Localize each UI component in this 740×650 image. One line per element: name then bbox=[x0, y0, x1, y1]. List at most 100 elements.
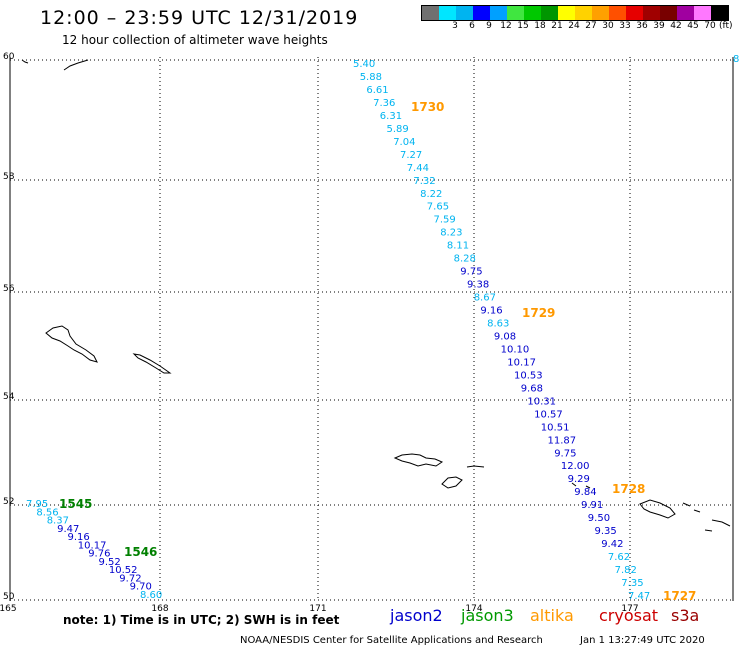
lat-tick-label: 50 bbox=[3, 592, 15, 602]
pass-time-label: 1730 bbox=[411, 100, 444, 114]
wave-height-value: 10.10 bbox=[501, 345, 530, 356]
lon-tick-label: 171 bbox=[309, 604, 326, 614]
legend-swatch bbox=[439, 6, 456, 20]
wave-height-value: 9.38 bbox=[467, 280, 489, 291]
legend-label: 9 bbox=[486, 21, 492, 31]
lat-tick-label: 56 bbox=[3, 284, 15, 294]
legend-label: 39 bbox=[653, 21, 665, 31]
pass-time-label: 1545 bbox=[59, 497, 92, 511]
wave-height-value: 9.29 bbox=[568, 474, 590, 485]
wave-height-value: 7.32 bbox=[413, 176, 435, 187]
legend-swatch bbox=[541, 6, 558, 20]
legend-label: 18 bbox=[534, 21, 546, 31]
coastline bbox=[711, 519, 731, 527]
lat-tick-label: 58 bbox=[3, 172, 15, 182]
coastline bbox=[693, 509, 701, 513]
wave-height-value: 11.87 bbox=[548, 435, 577, 446]
pass-time-label: 1729 bbox=[522, 306, 555, 320]
legend-swatch bbox=[524, 6, 541, 20]
wave-height-value: 8.28 bbox=[454, 254, 476, 265]
coastline bbox=[585, 485, 591, 489]
wave-height-value: 8.67 bbox=[474, 293, 496, 304]
pass-time-label: 1728 bbox=[612, 482, 645, 496]
wave-height-value: 7.82 bbox=[615, 565, 637, 576]
legend-swatch bbox=[456, 6, 473, 20]
coastline bbox=[132, 353, 172, 374]
legend-swatch bbox=[694, 6, 711, 20]
coastlines bbox=[21, 59, 731, 532]
wave-height-value: 5.89 bbox=[387, 124, 409, 135]
right-edge-label: 8 bbox=[733, 54, 739, 65]
legend-label: 6 bbox=[469, 21, 475, 31]
wave-height-value: 9.35 bbox=[595, 526, 617, 537]
wave-height-value: 9.47 bbox=[57, 524, 79, 535]
wave-height-value: 9.16 bbox=[68, 532, 90, 543]
wave-height-value: 10.51 bbox=[541, 422, 570, 433]
lon-tick-label: 168 bbox=[151, 604, 168, 614]
wave-height-value: 7.59 bbox=[434, 215, 456, 226]
wave-height-value: 9.84 bbox=[574, 487, 596, 498]
wave-height-value: 10.17 bbox=[507, 357, 536, 368]
legend-swatch bbox=[660, 6, 677, 20]
wave-height-value: 10.53 bbox=[514, 370, 543, 381]
wave-height-value: 7.04 bbox=[393, 137, 415, 148]
wave-height-value: 8.22 bbox=[420, 189, 442, 200]
wave-height-value: 5.40 bbox=[353, 59, 375, 70]
wave-height-value: 6.61 bbox=[366, 85, 388, 96]
altika-track: 5.40 5.88 6.61 7.36 6.31 5.89 7.04 7.27 7.44 7.32… bbox=[353, 59, 650, 602]
legend-label: 27 bbox=[585, 21, 597, 31]
legend-label: 15 bbox=[517, 21, 529, 31]
generated-timestamp: Jan 1 13:27:49 UTC 2020 bbox=[580, 635, 705, 646]
satellite-label-s3a: s3a bbox=[671, 606, 700, 625]
wave-height-value: 9.75 bbox=[554, 448, 576, 459]
coastline bbox=[393, 453, 444, 467]
note-text: note: 1) Time is in UTC; 2) SWH is in fe… bbox=[63, 613, 340, 627]
lat-lon-grid bbox=[9, 57, 733, 601]
satellite-label-jason3: jason3 bbox=[461, 606, 514, 625]
legend-label: 30 bbox=[602, 21, 614, 31]
pass-time-labels: 1730 1729 1728 1727 1545 1546 bbox=[59, 100, 696, 603]
coastline bbox=[45, 325, 98, 363]
lon-tick-label: 174 bbox=[465, 604, 482, 614]
legend-label: 70 bbox=[704, 21, 716, 31]
wave-height-value: 9.72 bbox=[119, 574, 141, 585]
legend-swatch bbox=[711, 6, 728, 20]
wave-height-value: 9.42 bbox=[601, 539, 623, 550]
color-legend bbox=[421, 5, 729, 21]
legend-swatch bbox=[490, 6, 507, 20]
wave-height-value: 8.60 bbox=[140, 590, 162, 601]
legend-label: 12 bbox=[500, 21, 512, 31]
wave-height-value: 7.36 bbox=[373, 98, 395, 109]
coastline bbox=[639, 499, 676, 519]
legend-label: 33 bbox=[619, 21, 631, 31]
wave-height-value: 9.70 bbox=[130, 582, 152, 593]
legend-swatch bbox=[473, 6, 490, 20]
coastline bbox=[704, 529, 713, 532]
satellite-label-cryosat: cryosat bbox=[599, 606, 659, 625]
map-frame bbox=[9, 57, 734, 601]
legend-swatch bbox=[677, 6, 694, 20]
wave-height-value: 6.31 bbox=[380, 111, 402, 122]
wave-height-value: 7.44 bbox=[407, 163, 429, 174]
wave-height-value: 9.91 bbox=[581, 500, 603, 511]
legend-swatch bbox=[592, 6, 609, 20]
wave-height-value: 9.16 bbox=[480, 306, 502, 317]
wave-height-value: 8.37 bbox=[47, 516, 69, 527]
coastline bbox=[466, 465, 485, 468]
lon-tick-label: 165 bbox=[0, 604, 17, 614]
lat-tick-label: 52 bbox=[3, 497, 14, 507]
legend-label: 42 bbox=[670, 21, 682, 31]
wave-height-value: 7.47 bbox=[628, 591, 650, 602]
legend-swatch bbox=[558, 6, 575, 20]
map-subtitle: 12 hour collection of altimeter wave hei… bbox=[62, 33, 328, 47]
wave-height-value: 9.68 bbox=[521, 383, 543, 394]
coastline bbox=[682, 502, 691, 507]
coastline bbox=[441, 476, 463, 489]
pass-time-label: 1727 bbox=[663, 589, 696, 603]
wave-height-value: 12.00 bbox=[561, 461, 590, 472]
axis-labels: 165 168 171 174 177 60 58 56 54 52 50 8 bbox=[0, 52, 739, 614]
wave-height-value: 10.17 bbox=[78, 540, 107, 551]
lat-tick-label: 54 bbox=[3, 392, 15, 402]
wave-height-value: 7.35 bbox=[621, 578, 643, 589]
